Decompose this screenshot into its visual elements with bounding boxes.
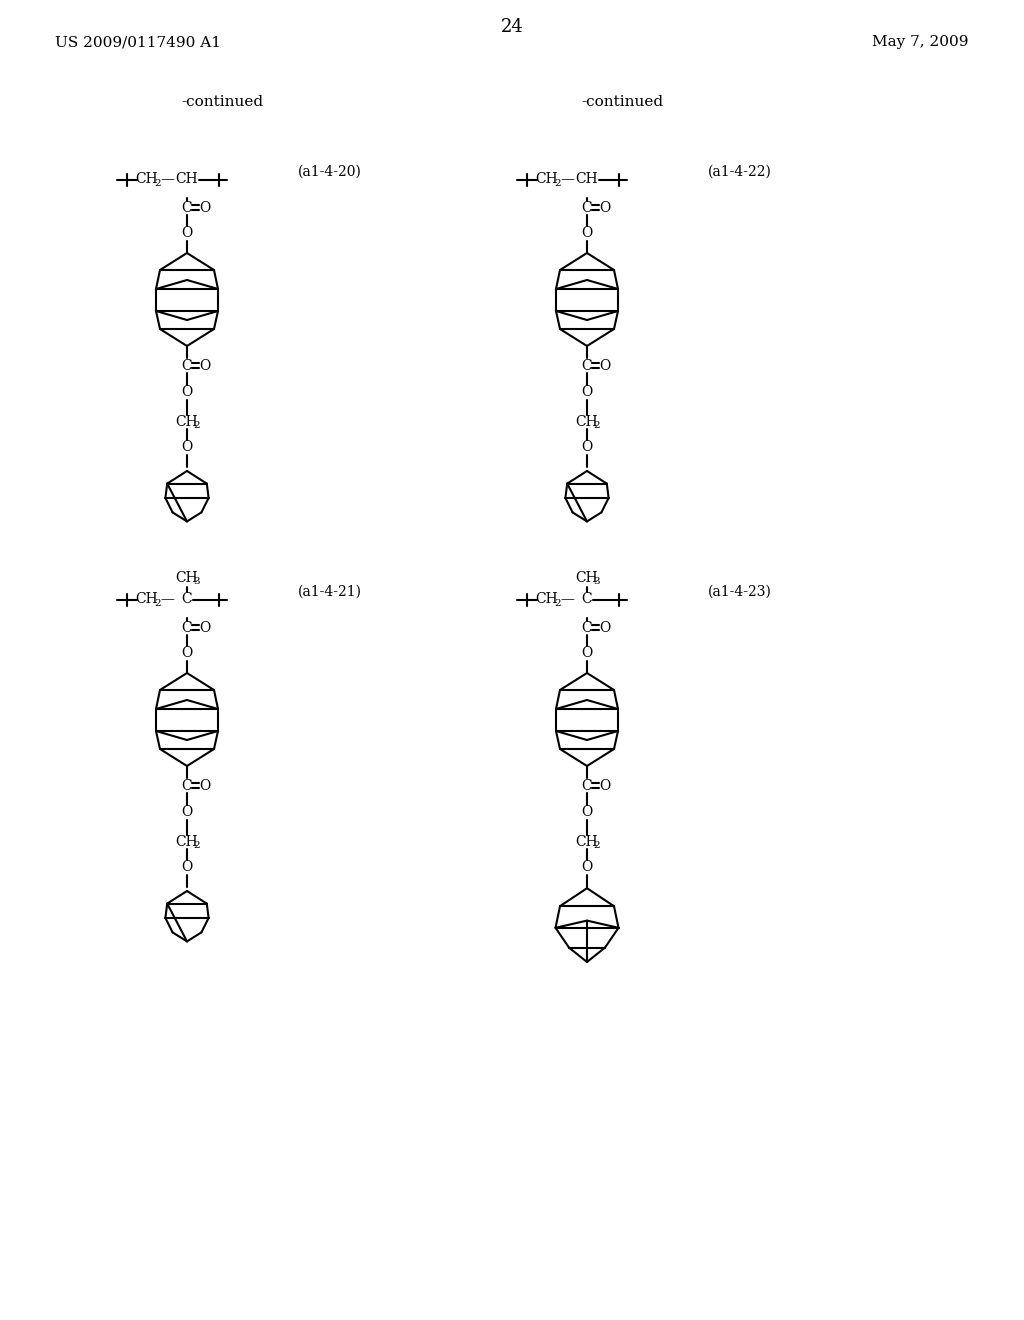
Text: O: O — [200, 359, 211, 374]
Text: C: C — [582, 201, 592, 215]
Text: —: — — [560, 591, 573, 606]
Text: C: C — [582, 620, 592, 635]
Text: 2: 2 — [555, 178, 561, 187]
Text: 2: 2 — [194, 421, 201, 430]
Text: US 2009/0117490 A1: US 2009/0117490 A1 — [55, 36, 221, 49]
Text: (a1-4-23): (a1-4-23) — [708, 585, 772, 599]
Text: O: O — [181, 385, 193, 399]
Text: CH: CH — [536, 591, 558, 606]
Text: May 7, 2009: May 7, 2009 — [872, 36, 969, 49]
Text: C: C — [582, 591, 592, 606]
Text: O: O — [582, 861, 593, 874]
Text: O: O — [181, 861, 193, 874]
Text: (a1-4-22): (a1-4-22) — [708, 165, 772, 180]
Text: 2: 2 — [555, 598, 561, 607]
Text: CH: CH — [136, 591, 159, 606]
Text: O: O — [200, 620, 211, 635]
Text: C: C — [582, 779, 592, 793]
Text: 3: 3 — [194, 578, 201, 586]
Text: C: C — [181, 201, 193, 215]
Text: CH: CH — [575, 414, 598, 429]
Text: O: O — [582, 805, 593, 818]
Text: C: C — [181, 779, 193, 793]
Text: O: O — [582, 226, 593, 240]
Text: C: C — [181, 359, 193, 374]
Text: CH: CH — [575, 836, 598, 849]
Text: —: — — [160, 172, 174, 186]
Text: O: O — [181, 645, 193, 660]
Text: C: C — [181, 620, 193, 635]
Text: O: O — [181, 440, 193, 454]
Text: O: O — [181, 805, 193, 818]
Text: O: O — [200, 201, 211, 215]
Text: CH: CH — [136, 172, 159, 186]
Text: 2: 2 — [155, 178, 162, 187]
Text: O: O — [582, 440, 593, 454]
Text: O: O — [599, 359, 610, 374]
Text: O: O — [599, 620, 610, 635]
Text: -continued: -continued — [581, 95, 664, 110]
Text: C: C — [181, 591, 193, 606]
Text: O: O — [582, 645, 593, 660]
Text: CH: CH — [176, 414, 199, 429]
Text: 3: 3 — [594, 578, 600, 586]
Text: -continued: -continued — [181, 95, 263, 110]
Text: 2: 2 — [194, 842, 201, 850]
Text: —: — — [160, 591, 174, 606]
Text: CH: CH — [176, 172, 199, 186]
Text: O: O — [582, 385, 593, 399]
Text: 2: 2 — [155, 598, 162, 607]
Text: 2: 2 — [594, 421, 600, 430]
Text: 2: 2 — [594, 842, 600, 850]
Text: C: C — [582, 359, 592, 374]
Text: —: — — [560, 172, 573, 186]
Text: (a1-4-20): (a1-4-20) — [298, 165, 361, 180]
Text: O: O — [181, 226, 193, 240]
Text: CH: CH — [575, 572, 598, 585]
Text: O: O — [599, 201, 610, 215]
Text: 24: 24 — [501, 18, 523, 36]
Text: (a1-4-21): (a1-4-21) — [298, 585, 362, 599]
Text: O: O — [200, 779, 211, 793]
Text: CH: CH — [575, 172, 598, 186]
Text: CH: CH — [176, 836, 199, 849]
Text: CH: CH — [176, 572, 199, 585]
Text: O: O — [599, 779, 610, 793]
Text: CH: CH — [536, 172, 558, 186]
